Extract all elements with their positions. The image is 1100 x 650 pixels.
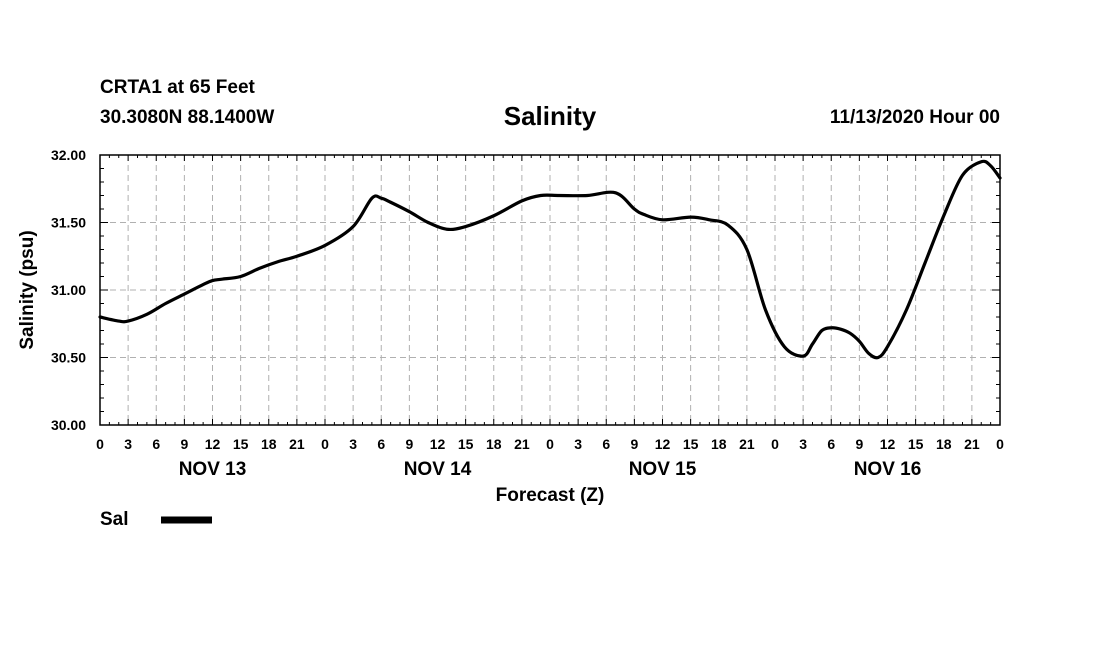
y-tick-label: 32.00 <box>51 147 86 163</box>
y-tick-label: 30.00 <box>51 417 86 433</box>
x-tick-label: 21 <box>514 436 530 452</box>
x-tick-label: 12 <box>205 436 221 452</box>
x-axis-title: Forecast (Z) <box>496 485 605 506</box>
x-tick-label: 15 <box>908 436 924 452</box>
x-tick-label: 6 <box>602 436 610 452</box>
x-tick-label: 0 <box>771 436 779 452</box>
x-tick-label: 3 <box>124 436 132 452</box>
day-label: NOV 14 <box>404 459 472 480</box>
x-tick-label: 21 <box>739 436 755 452</box>
x-tick-label: 15 <box>458 436 474 452</box>
x-tick-label: 15 <box>233 436 249 452</box>
station-label: CRTA1 at 65 Feet <box>100 77 255 98</box>
x-tick-label: 18 <box>486 436 502 452</box>
y-axis-title: Salinity (psu) <box>17 230 38 349</box>
x-tick-label: 9 <box>630 436 638 452</box>
x-tick-label: 9 <box>855 436 863 452</box>
x-tick-label: 15 <box>683 436 699 452</box>
x-tick-label: 12 <box>880 436 896 452</box>
forecast-run-time: 11/13/2020 Hour 00 <box>829 107 1000 128</box>
legend-label: Sal <box>100 509 129 530</box>
x-tick-label: 0 <box>321 436 329 452</box>
x-tick-label: 9 <box>180 436 188 452</box>
series-layer <box>98 159 1002 360</box>
x-tick-label: 21 <box>964 436 980 452</box>
y-tick-label: 31.00 <box>51 282 86 298</box>
x-tick-label: 0 <box>546 436 554 452</box>
x-tick-label: 6 <box>827 436 835 452</box>
x-tick-label: 0 <box>96 436 104 452</box>
x-tick-label: 3 <box>349 436 357 452</box>
x-tick-label: 18 <box>261 436 277 452</box>
series-line-sal <box>98 159 1002 360</box>
x-tick-label: 12 <box>430 436 446 452</box>
x-tick-label: 12 <box>655 436 671 452</box>
day-label: NOV 15 <box>629 459 697 480</box>
chart-title: Salinity <box>503 101 597 131</box>
grid <box>100 155 1000 425</box>
x-tick-label: 6 <box>377 436 385 452</box>
x-tick-label: 3 <box>574 436 582 452</box>
y-tick-label: 30.50 <box>51 350 86 366</box>
x-tick-label: 21 <box>289 436 305 452</box>
x-tick-label: 18 <box>936 436 952 452</box>
day-label: NOV 13 <box>179 459 247 480</box>
plot-frame <box>99 154 1001 426</box>
station-coordinates: 30.3080N 88.1400W <box>100 107 275 128</box>
x-tick-label: 6 <box>152 436 160 452</box>
day-label: NOV 16 <box>854 459 922 480</box>
x-tick-label: 9 <box>405 436 413 452</box>
x-tick-label: 0 <box>996 436 1004 452</box>
x-tick-label: 18 <box>711 436 727 452</box>
x-tick-label: 3 <box>799 436 807 452</box>
tick-labels: 0 3 6 9 12 15 18 21 0 3 6 9 12 15 18 21 0 3 6 9 12 15 18 21 0 3 6 9… <box>51 147 1004 480</box>
y-tick-label: 31.50 <box>51 215 86 231</box>
